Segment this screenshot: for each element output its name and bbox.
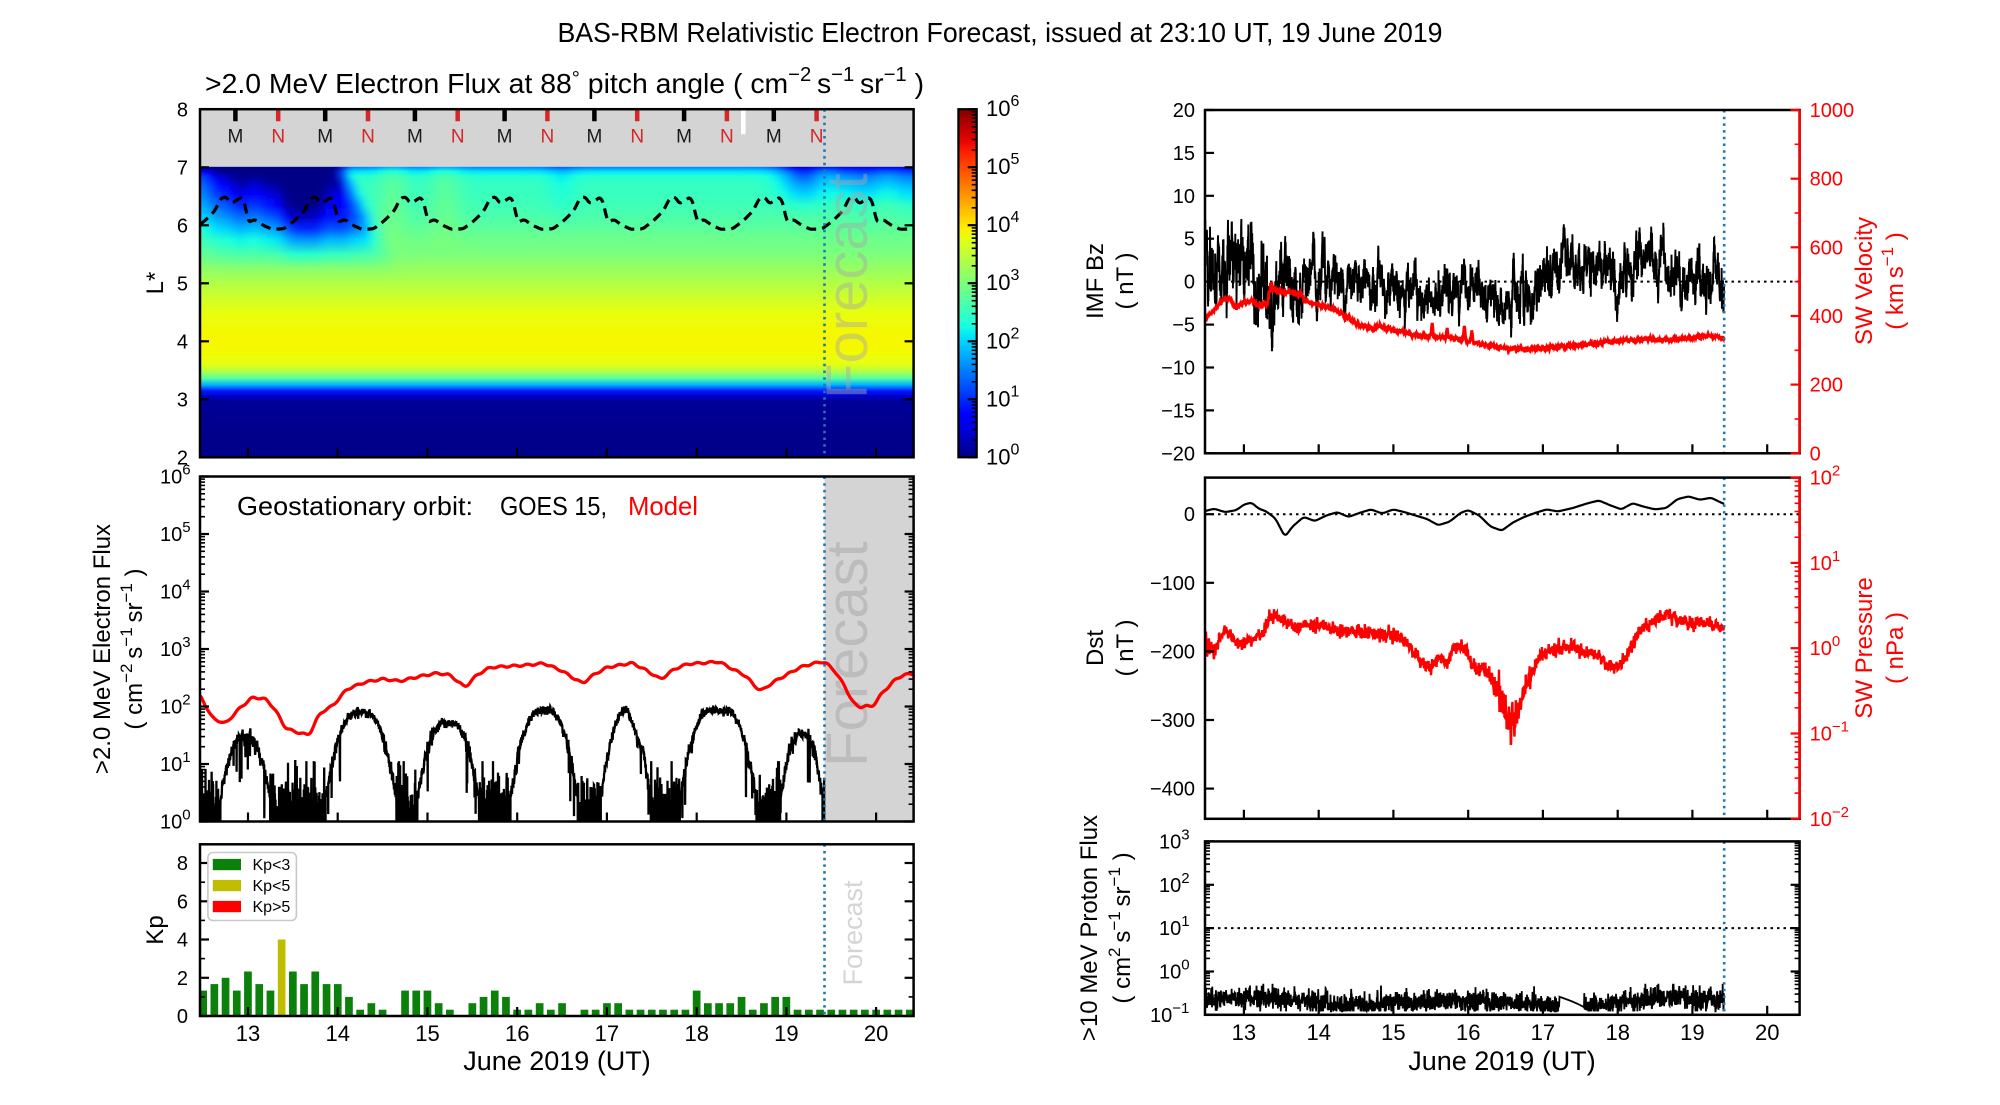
svg-text:800: 800 — [1810, 169, 1843, 191]
svg-text:5: 5 — [177, 273, 188, 295]
svg-text:20: 20 — [864, 1021, 888, 1046]
svg-text:18: 18 — [684, 1021, 708, 1046]
svg-text:SW Velocity: SW Velocity — [1851, 217, 1878, 345]
svg-text:200: 200 — [1810, 375, 1843, 397]
svg-text:7: 7 — [177, 157, 188, 179]
svg-text:−15: −15 — [1161, 400, 1195, 422]
svg-text:Kp<3: Kp<3 — [253, 857, 291, 874]
svg-text:14: 14 — [1306, 1020, 1330, 1045]
svg-text:N: N — [720, 127, 734, 148]
svg-text:17: 17 — [1531, 1020, 1555, 1045]
svg-text:SW Pressure: SW Pressure — [1851, 577, 1878, 718]
svg-text:June 2019 (UT): June 2019 (UT) — [1408, 1046, 1596, 1076]
svg-text:6: 6 — [177, 215, 188, 237]
svg-text:M: M — [497, 127, 513, 148]
svg-text:N: N — [810, 127, 824, 148]
svg-text:Forecast: Forecast — [815, 541, 880, 767]
svg-text:13: 13 — [236, 1021, 260, 1046]
svg-text:1000: 1000 — [1810, 100, 1855, 122]
svg-text:>10 MeV Proton Flux: >10 MeV Proton Flux — [1076, 815, 1103, 1041]
svg-text:Forecast: Forecast — [838, 880, 868, 986]
svg-text:L*: L* — [142, 272, 169, 295]
svg-text:Kp<5: Kp<5 — [253, 878, 291, 895]
svg-text:Dst: Dst — [1082, 630, 1109, 666]
svg-text:20: 20 — [1755, 1020, 1779, 1045]
svg-text:0: 0 — [1810, 443, 1821, 465]
svg-text:8: 8 — [177, 853, 188, 875]
svg-text:M: M — [586, 127, 602, 148]
svg-text:3: 3 — [177, 389, 188, 411]
svg-text:Geostationary orbit:: Geostationary orbit: — [237, 491, 473, 521]
svg-text:N: N — [361, 127, 375, 148]
svg-text:IMF Bz: IMF Bz — [1082, 243, 1109, 319]
svg-text:−5: −5 — [1172, 315, 1195, 337]
svg-text:M: M — [407, 127, 423, 148]
svg-text:17: 17 — [595, 1021, 619, 1046]
svg-text:( nT ): ( nT ) — [1112, 253, 1139, 310]
svg-text:400: 400 — [1810, 306, 1843, 328]
svg-text:Kp>5: Kp>5 — [253, 899, 291, 916]
svg-text:−10: −10 — [1161, 358, 1195, 380]
svg-text:5: 5 — [1184, 229, 1195, 251]
svg-text:>2.0 MeV Electron Flux: >2.0 MeV Electron Flux — [89, 524, 116, 774]
svg-text:15: 15 — [1173, 143, 1195, 165]
svg-text:15: 15 — [1381, 1020, 1405, 1045]
svg-text:M: M — [676, 127, 692, 148]
svg-text:−20: −20 — [1161, 443, 1195, 465]
svg-text:18: 18 — [1605, 1020, 1629, 1045]
svg-text:0: 0 — [1184, 504, 1195, 526]
svg-text:BAS-RBM Relativistic Electron: BAS-RBM Relativistic Electron Forecast, … — [558, 17, 1443, 48]
svg-text:Model: Model — [628, 491, 698, 521]
svg-text:M: M — [227, 127, 243, 148]
svg-text:0: 0 — [1184, 272, 1195, 294]
svg-text:20: 20 — [1173, 100, 1195, 122]
svg-text:15: 15 — [415, 1021, 439, 1046]
svg-text:600: 600 — [1810, 237, 1843, 259]
svg-text:−200: −200 — [1150, 641, 1195, 663]
svg-text:Forecast: Forecast — [815, 173, 880, 399]
svg-text:N: N — [630, 127, 644, 148]
svg-text:2: 2 — [177, 447, 188, 469]
svg-text:4: 4 — [177, 331, 188, 353]
svg-text:2: 2 — [177, 968, 188, 990]
svg-text:16: 16 — [1456, 1020, 1480, 1045]
svg-text:M: M — [766, 127, 782, 148]
svg-text:( nPa ): ( nPa ) — [1882, 612, 1909, 684]
svg-text:N: N — [541, 127, 555, 148]
svg-text:16: 16 — [505, 1021, 529, 1046]
svg-text:−300: −300 — [1150, 710, 1195, 732]
svg-text:19: 19 — [1680, 1020, 1704, 1045]
svg-text:N: N — [271, 127, 285, 148]
svg-text:GOES 15,: GOES 15, — [500, 491, 607, 521]
svg-text:−400: −400 — [1150, 779, 1195, 801]
svg-text:101: 101 — [1159, 913, 1190, 940]
svg-text:M: M — [317, 127, 333, 148]
svg-text:( nT ): ( nT ) — [1112, 620, 1139, 677]
svg-text:10: 10 — [1173, 186, 1195, 208]
svg-text:6: 6 — [177, 891, 188, 913]
svg-text:10−1: 10−1 — [1150, 1000, 1189, 1027]
svg-text:14: 14 — [325, 1021, 349, 1046]
svg-text:( km s−1 ): ( km s−1 ) — [1878, 232, 1909, 330]
svg-text:June 2019 (UT): June 2019 (UT) — [463, 1046, 651, 1076]
svg-text:−100: −100 — [1150, 573, 1195, 595]
svg-text:Kp: Kp — [142, 915, 169, 944]
svg-text:4: 4 — [177, 930, 188, 952]
svg-text:19: 19 — [774, 1021, 798, 1046]
svg-text:N: N — [451, 127, 465, 148]
svg-text:8: 8 — [177, 99, 188, 121]
svg-text:0: 0 — [177, 1006, 188, 1028]
svg-text:13: 13 — [1232, 1020, 1256, 1045]
svg-text:>2.0 MeV Electron Flux at 88°: >2.0 MeV Electron Flux at 88° pitch angl… — [205, 64, 924, 99]
